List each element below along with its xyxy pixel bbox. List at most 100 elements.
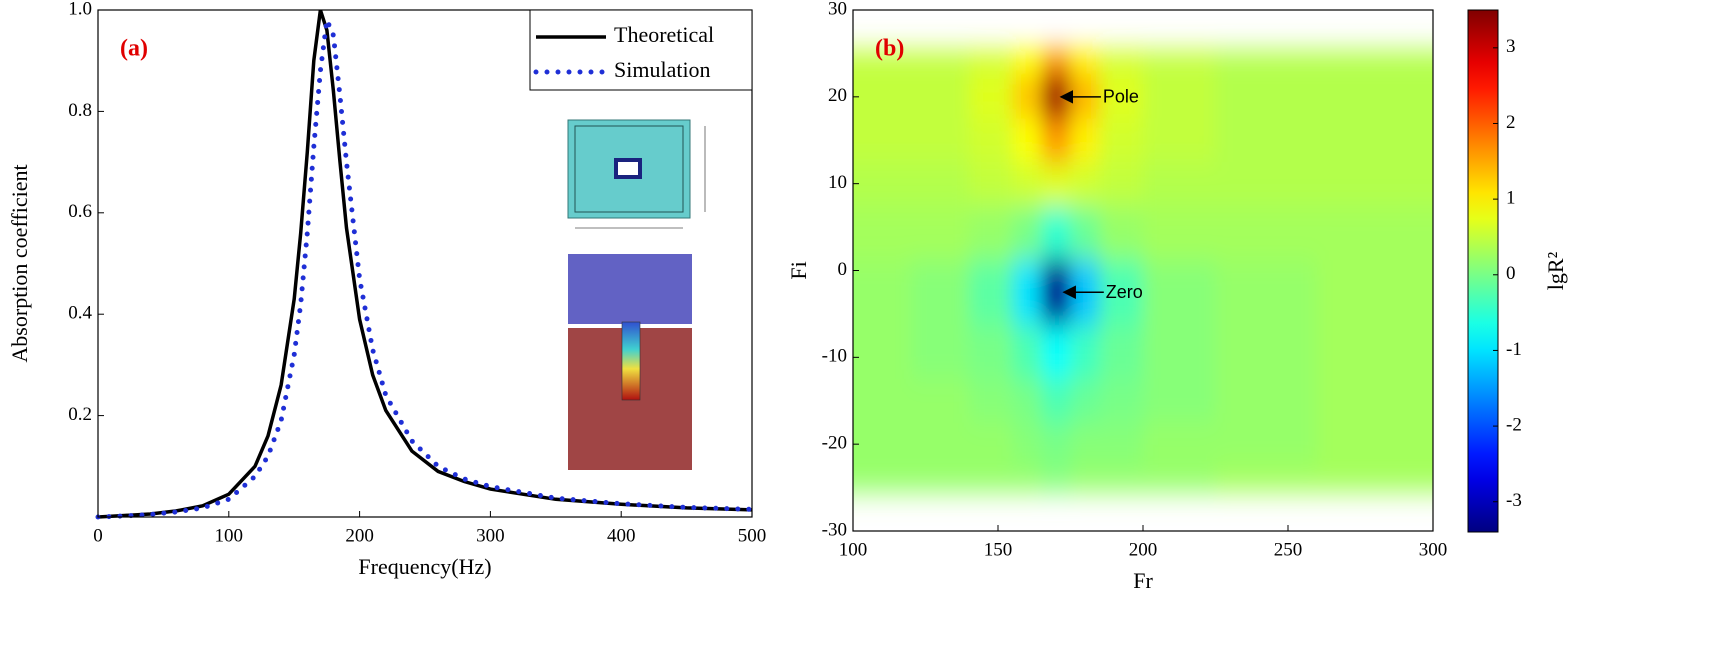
heatmap-cell (1041, 379, 1072, 424)
colorbar-tick-label: 2 (1506, 112, 1516, 133)
legend-box (529, 9, 753, 91)
heatmap-cell (1317, 324, 1433, 381)
heatmap-cell (1041, 118, 1072, 163)
heatmap-cell (853, 75, 912, 120)
heatmap-cell (853, 161, 912, 207)
heatmap-cell (969, 205, 1014, 261)
heatmap-panel (853, 50, 1433, 492)
heatmap-cell (1317, 118, 1433, 163)
y-tick-label: -20 (822, 433, 847, 454)
x-tick-label: 150 (984, 539, 1013, 560)
heatmap-cell (853, 324, 912, 381)
annotation-label: Pole (1103, 87, 1139, 107)
heatmap-cell (969, 422, 1014, 467)
series-line (97, 9, 753, 519)
heatmap-cell (853, 465, 912, 492)
heatmap-cell (1041, 50, 1072, 77)
heatmap-cell (969, 324, 1014, 381)
y-axis-label: Absorption coefficient (7, 164, 32, 362)
heatmap-cell (1041, 465, 1072, 492)
plot-frame (97, 9, 753, 518)
heatmap-cell (1317, 205, 1433, 261)
heatmap-cell (1215, 324, 1318, 381)
heatmap-cell (969, 75, 1014, 120)
inset-inner (574, 125, 684, 213)
heatmap-cell (1070, 161, 1101, 207)
heatmap-cell (1215, 161, 1318, 207)
y-tick-label: 0.2 (68, 404, 92, 425)
heatmap-cell (911, 422, 970, 467)
heatmap-cell (1143, 324, 1217, 381)
heatmap-cell (1317, 465, 1433, 492)
y-tick-label: -30 (822, 519, 847, 540)
heatmap-cell (1215, 379, 1318, 424)
heatmap-cell (969, 465, 1014, 492)
heatmap-cell (1070, 50, 1101, 77)
colorbar-tick-label: -2 (1506, 414, 1522, 435)
heatmap-cell (1215, 50, 1318, 77)
x-tick-label: 300 (1419, 539, 1448, 560)
heatmap-cell (1099, 50, 1144, 77)
heatmap-cell (1099, 205, 1144, 261)
colorbar-tick-label: -3 (1506, 490, 1522, 511)
heatmap-cell (911, 75, 970, 120)
x-tick-label: 200 (1129, 539, 1158, 560)
heatmap-cell (1012, 118, 1043, 163)
y-tick-label: -10 (822, 346, 847, 367)
heatmap-cell (911, 379, 970, 424)
y-tick-label: 0 (838, 259, 848, 280)
heatmap-cell (1012, 259, 1043, 326)
y-tick-label: 1.0 (68, 0, 92, 19)
heatmap-cell (853, 50, 912, 77)
heatmap-cell (853, 118, 912, 163)
x-axis-label: Fr (1133, 568, 1153, 593)
heatmap-cell (911, 259, 970, 326)
heatmap-cell (1317, 259, 1433, 326)
legend-label: Theoretical (614, 22, 714, 47)
heatmap-cell (1070, 465, 1101, 492)
x-tick-label: 100 (215, 525, 244, 546)
heatmap-cell (853, 422, 912, 467)
heatmap-cell (1143, 205, 1217, 261)
colorbar-tick-label: -1 (1506, 339, 1522, 360)
heatmap-cell (969, 259, 1014, 326)
heatmap-cell (911, 205, 970, 261)
heatmap-cell (1317, 50, 1433, 77)
colorbar-label: lgR² (1543, 251, 1568, 290)
heatmap-cell (1041, 324, 1072, 381)
x-tick-label: 100 (839, 539, 868, 560)
heatmap-cell (969, 50, 1014, 77)
heatmap-cell (1099, 422, 1144, 467)
heatmap-cell (1215, 118, 1318, 163)
heatmap-cell (1143, 379, 1217, 424)
x-tick-label: 300 (476, 525, 505, 546)
inset-neck (614, 158, 642, 179)
heatmap-cell (1215, 422, 1318, 467)
heatmap-cell (1215, 205, 1318, 261)
x-tick-label: 0 (93, 525, 103, 546)
heatmap-cell (853, 205, 912, 261)
heatmap-cell (911, 50, 970, 77)
y-tick-label: 0.8 (68, 100, 92, 121)
inset-air (568, 254, 692, 324)
heatmap-field (853, 50, 1433, 492)
heatmap-cell (1012, 379, 1043, 424)
inset-slot (621, 321, 641, 401)
heatmap-cell (1099, 75, 1144, 120)
heatmap-cell (1012, 75, 1043, 120)
heatmap-cell (1215, 75, 1318, 120)
heatmap-cell (1099, 324, 1144, 381)
x-axis-label: Frequency(Hz) (358, 554, 491, 579)
colorbar (1467, 9, 1499, 533)
heatmap-cell (1099, 259, 1144, 326)
heatmap-cell (1070, 118, 1101, 163)
heatmap-cell (1215, 259, 1318, 326)
heatmap-cell (1041, 161, 1072, 207)
heatmap-cell (1070, 379, 1101, 424)
heatmap-cell (969, 118, 1014, 163)
heatmap-cell (1099, 465, 1144, 492)
heatmap-cell (911, 161, 970, 207)
heatmap-cell (1143, 75, 1217, 120)
colorbar-tick-label: 0 (1506, 263, 1516, 284)
